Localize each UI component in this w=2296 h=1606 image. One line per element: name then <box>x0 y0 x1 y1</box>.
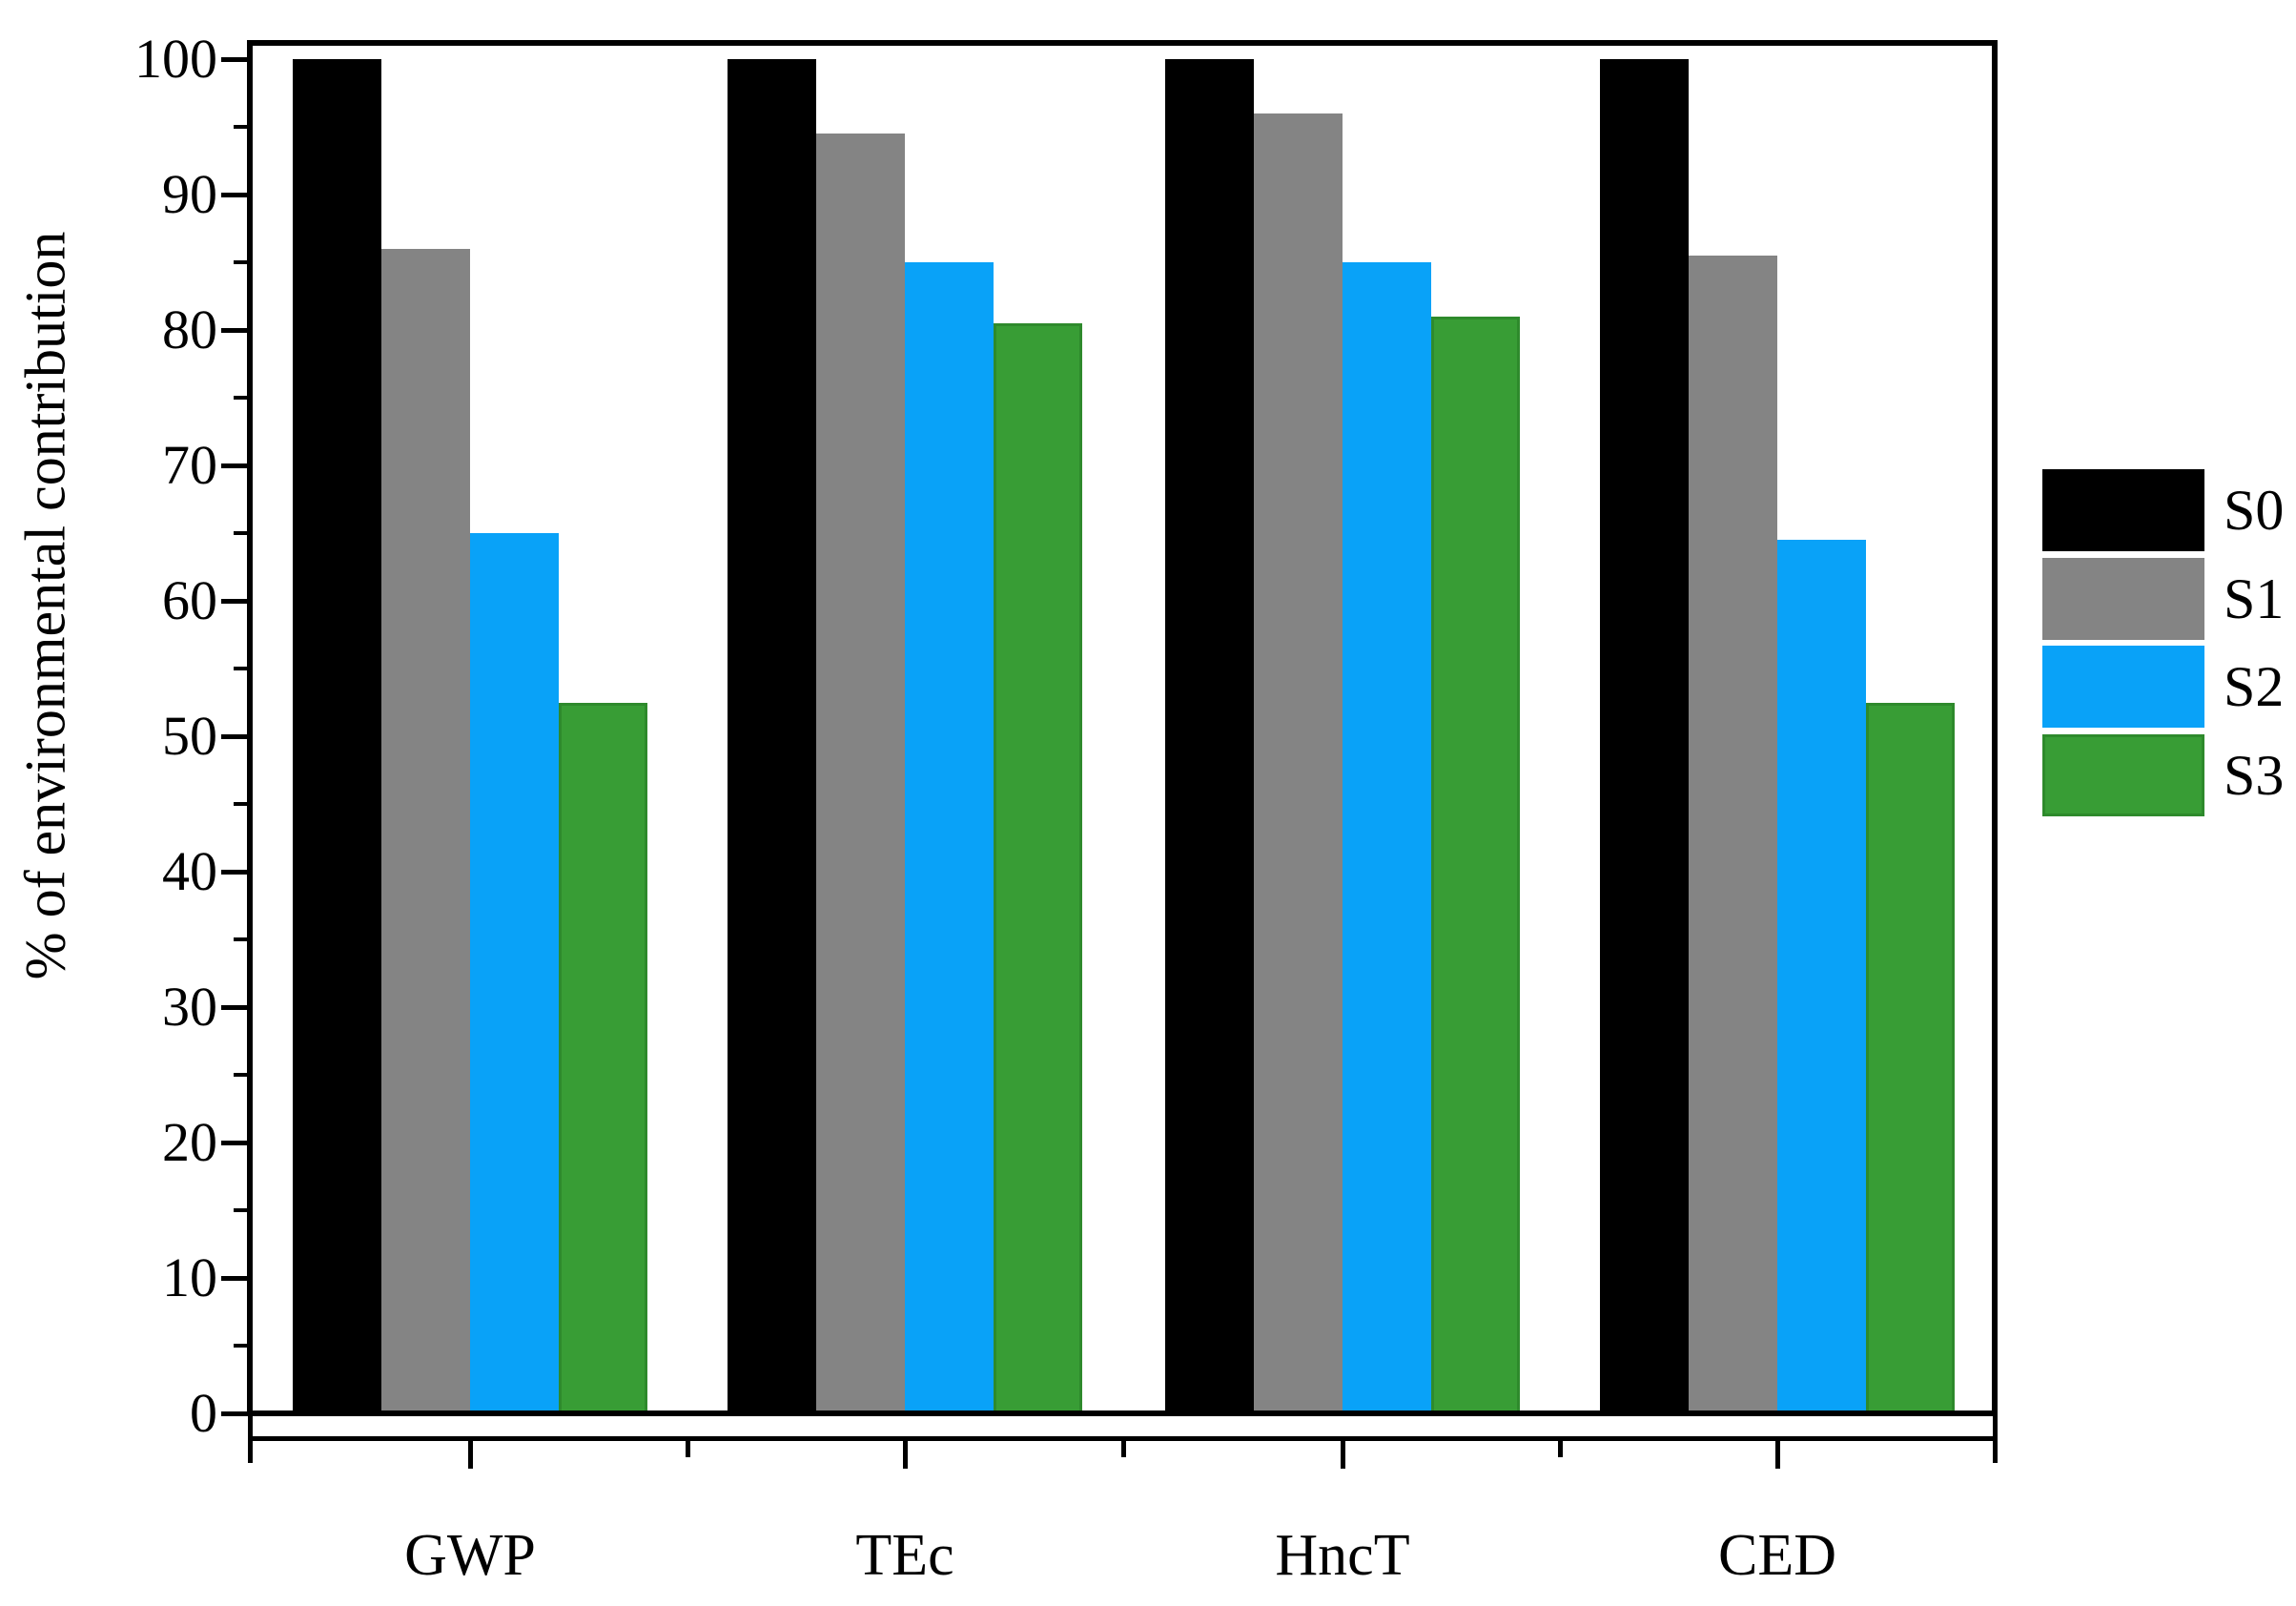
bar-GWP-S0 <box>293 59 381 1413</box>
y-minor-tick-25 <box>234 1073 250 1077</box>
legend-swatch-S1 <box>2042 558 2204 640</box>
legend-swatch-S3 <box>2042 734 2204 816</box>
bar-HncT-S1 <box>1254 113 1343 1413</box>
legend-label-S1: S1 <box>2224 567 2285 630</box>
legend-label-S0: S0 <box>2224 479 2285 542</box>
legend-label-S3: S3 <box>2224 744 2285 807</box>
y-major-tick-50 <box>221 733 250 739</box>
bar-GWP-S1 <box>381 248 470 1413</box>
y-minor-tick-45 <box>234 802 250 806</box>
y-major-tick-80 <box>221 327 250 333</box>
y-minor-tick-5 <box>234 1344 250 1348</box>
bar-CED-S0 <box>1600 59 1689 1413</box>
y-minor-tick-35 <box>234 937 250 941</box>
y-minor-tick-95 <box>234 125 250 129</box>
bar-CED-S2 <box>1777 540 1866 1413</box>
y-major-tick-40 <box>221 869 250 875</box>
y-minor-tick-55 <box>234 667 250 670</box>
x-center-tick-CED <box>1774 1436 1780 1469</box>
bar-TEc-S3 <box>994 322 1082 1413</box>
y-tick-label-90: 90 <box>162 163 217 225</box>
bar-HncT-S2 <box>1343 262 1431 1413</box>
y-tick-label-50: 50 <box>162 705 217 767</box>
bar-GWP-S2 <box>470 533 559 1413</box>
legend-label-S2: S2 <box>2224 655 2285 718</box>
y-tick-label-80: 80 <box>162 299 217 360</box>
x-boundary-tick-0 <box>685 1436 690 1457</box>
y-major-tick-30 <box>221 1004 250 1010</box>
y-tick-label-70: 70 <box>162 434 217 496</box>
x-center-tick-GWP <box>467 1436 473 1469</box>
y-major-tick-90 <box>221 192 250 197</box>
legend-swatch-S0 <box>2042 469 2204 551</box>
y-major-tick-100 <box>221 56 250 62</box>
y-major-tick-60 <box>221 598 250 604</box>
category-label-TEc: TEc <box>855 1523 954 1588</box>
legend-swatch-S2 <box>2042 646 2204 728</box>
x-center-tick-TEc <box>902 1436 908 1469</box>
bar-TEc-S1 <box>816 134 905 1413</box>
y-tick-label-100: 100 <box>134 28 217 90</box>
x-boundary-tick-2 <box>1557 1436 1563 1457</box>
bar-TEc-S2 <box>905 262 994 1413</box>
plot-area <box>247 40 1998 1416</box>
y-tick-label-30: 30 <box>162 976 217 1038</box>
category-label-HncT: HncT <box>1275 1523 1410 1588</box>
y-minor-tick-65 <box>234 531 250 535</box>
bar-GWP-S3 <box>559 702 647 1413</box>
y-minor-tick-85 <box>234 260 250 264</box>
y-axis-title: % of environmental contribution <box>13 231 77 980</box>
y-minor-tick-15 <box>234 1208 250 1212</box>
y-minor-tick-75 <box>234 396 250 400</box>
y-tick-label-20: 20 <box>162 1111 217 1173</box>
y-tick-label-0: 0 <box>190 1382 217 1444</box>
bar-HncT-S3 <box>1431 316 1520 1413</box>
x-end-tick-left <box>247 1413 253 1463</box>
bar-HncT-S0 <box>1165 59 1254 1413</box>
category-label-GWP: GWP <box>404 1523 536 1588</box>
x-center-tick-HncT <box>1340 1436 1345 1469</box>
y-tick-label-40: 40 <box>162 840 217 902</box>
y-major-tick-10 <box>221 1275 250 1281</box>
bar-TEc-S0 <box>728 59 816 1413</box>
y-tick-label-10: 10 <box>162 1246 217 1308</box>
bar-CED-S1 <box>1689 255 1777 1413</box>
category-label-CED: CED <box>1718 1523 1836 1588</box>
x-end-tick-right <box>1992 1413 1998 1463</box>
y-major-tick-0 <box>221 1410 250 1416</box>
y-tick-label-60: 60 <box>162 569 217 631</box>
y-major-tick-70 <box>221 463 250 468</box>
bar-CED-S3 <box>1866 702 1955 1413</box>
y-major-tick-20 <box>221 1140 250 1145</box>
x-boundary-tick-1 <box>1121 1436 1126 1457</box>
